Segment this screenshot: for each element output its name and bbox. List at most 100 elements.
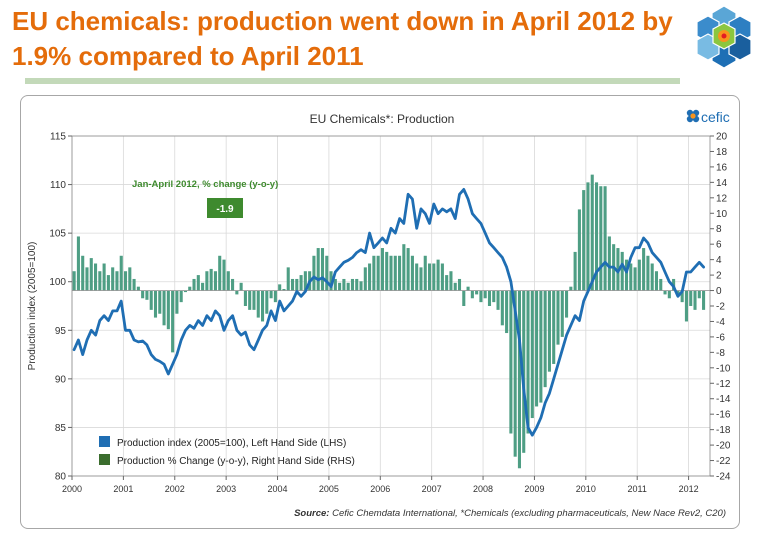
bar <box>633 267 637 291</box>
bar <box>654 271 659 291</box>
bar <box>346 282 350 291</box>
y2-tick-label: -10 <box>716 363 731 374</box>
bar <box>637 259 641 291</box>
y2-tick-label: 0 <box>716 286 722 297</box>
legend-line-swatch <box>99 436 110 447</box>
bar <box>316 248 320 291</box>
bar <box>355 278 359 291</box>
y2-tick-label: 20 <box>716 132 728 143</box>
bar <box>153 290 158 318</box>
bar <box>329 271 333 291</box>
bar-series <box>72 174 710 469</box>
bar <box>565 290 569 318</box>
bar <box>427 263 432 291</box>
bar <box>213 271 217 291</box>
bar <box>552 290 556 364</box>
bar <box>94 263 98 291</box>
bar <box>192 278 196 291</box>
bar <box>273 290 277 303</box>
bar <box>111 267 115 291</box>
bar <box>363 267 367 291</box>
x-tick-label: 2009 <box>524 484 544 494</box>
bar <box>684 290 688 322</box>
bar <box>81 255 85 291</box>
y2-tick-label: -4 <box>716 317 725 328</box>
bar <box>252 290 256 310</box>
bar <box>663 290 667 295</box>
y-tick-label: 115 <box>50 132 66 143</box>
bar <box>261 290 265 322</box>
bar <box>175 290 179 314</box>
bar <box>539 290 543 403</box>
bar <box>462 290 466 306</box>
bar <box>333 278 337 291</box>
y-tick-label: 110 <box>50 180 66 191</box>
x-tick-label: 2001 <box>113 484 133 494</box>
bar <box>702 290 706 310</box>
chart-title: EU Chemicals*: Production <box>310 112 455 126</box>
bar <box>248 290 252 310</box>
bar <box>398 255 402 291</box>
source-text: Cefic Chemdata International, *Chemicals… <box>329 508 726 519</box>
bar <box>196 275 200 291</box>
y2-tick-label: 4 <box>716 255 722 266</box>
bar <box>470 290 474 299</box>
bar <box>569 286 573 291</box>
bar <box>483 290 487 299</box>
bar <box>149 290 153 310</box>
bar <box>222 259 226 291</box>
bar <box>573 251 577 291</box>
bar <box>689 290 693 306</box>
bar <box>338 282 342 291</box>
x-tick-label: 2010 <box>576 484 596 494</box>
bar <box>582 190 586 291</box>
bar <box>123 271 128 291</box>
bar <box>449 271 453 291</box>
bar <box>136 286 140 291</box>
bar <box>89 258 93 291</box>
bar <box>231 278 235 291</box>
bar <box>642 248 646 291</box>
x-tick-label: 2000 <box>62 484 82 494</box>
bar <box>556 290 560 345</box>
bar <box>547 290 551 372</box>
bar <box>586 182 590 291</box>
bar <box>269 290 273 299</box>
bar <box>290 278 295 291</box>
bar <box>629 263 633 291</box>
bar <box>372 255 376 291</box>
y-tick-label: 85 <box>55 423 67 434</box>
bar <box>325 255 329 291</box>
bar <box>119 255 123 291</box>
y2-tick-label: 10 <box>716 209 728 220</box>
bar <box>183 290 188 293</box>
bar <box>697 290 701 299</box>
bar <box>676 290 680 295</box>
legend: Production index (2005=100), Left Hand S… <box>99 436 355 467</box>
bar <box>607 236 611 291</box>
source-note: Source: Cefic Chemdata International, *C… <box>294 508 726 519</box>
bar <box>98 271 102 291</box>
y2-tick-label: 2 <box>716 271 722 282</box>
y2-tick-label: -24 <box>716 472 731 483</box>
bar <box>680 290 684 303</box>
y2-tick-label: 18 <box>716 147 728 158</box>
bar <box>594 182 599 291</box>
x-tick-label: 2007 <box>422 484 442 494</box>
y2-tick-label: 6 <box>716 240 722 251</box>
y-tick-label: 90 <box>55 374 67 385</box>
bar <box>162 290 166 326</box>
bar <box>505 290 509 334</box>
title-divider <box>25 78 680 84</box>
bar <box>526 290 530 434</box>
y2-tick-label: -16 <box>716 410 731 421</box>
y2-tick-label: -18 <box>716 425 731 436</box>
bar <box>479 290 483 303</box>
bar <box>500 290 504 326</box>
bar <box>522 290 526 453</box>
bar <box>282 289 286 291</box>
bar <box>436 259 440 291</box>
y2-tick-label: 14 <box>716 178 728 189</box>
